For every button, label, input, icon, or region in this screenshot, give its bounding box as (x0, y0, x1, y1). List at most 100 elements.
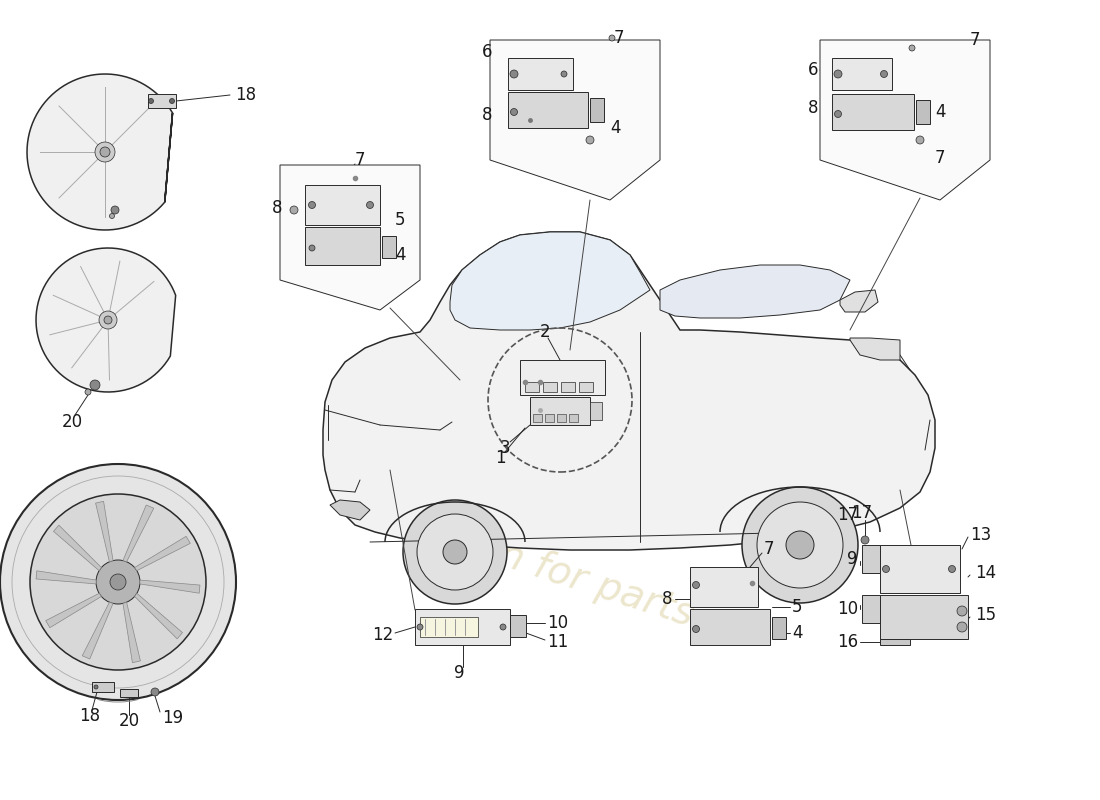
Polygon shape (36, 248, 176, 392)
FancyBboxPatch shape (832, 94, 914, 130)
FancyBboxPatch shape (520, 360, 605, 395)
Polygon shape (280, 165, 420, 310)
Circle shape (861, 536, 869, 544)
Circle shape (742, 487, 858, 603)
FancyBboxPatch shape (305, 185, 380, 225)
Text: 7: 7 (354, 151, 365, 169)
Circle shape (95, 142, 116, 162)
Circle shape (693, 582, 700, 589)
Polygon shape (123, 602, 141, 662)
Circle shape (443, 540, 468, 564)
FancyBboxPatch shape (530, 397, 590, 425)
Polygon shape (840, 290, 878, 312)
Text: 6: 6 (807, 61, 818, 79)
Text: 17: 17 (851, 504, 872, 522)
Circle shape (909, 45, 915, 51)
Text: 17: 17 (837, 506, 858, 524)
Circle shape (609, 35, 615, 41)
Circle shape (786, 531, 814, 559)
Text: 19: 19 (162, 709, 183, 727)
FancyBboxPatch shape (543, 382, 557, 392)
FancyBboxPatch shape (525, 382, 539, 392)
Circle shape (0, 464, 236, 700)
Polygon shape (123, 505, 154, 562)
Circle shape (500, 624, 506, 630)
Circle shape (916, 136, 924, 144)
Text: 7: 7 (935, 149, 946, 167)
Circle shape (94, 685, 98, 689)
Text: 8: 8 (661, 590, 672, 608)
FancyBboxPatch shape (690, 609, 770, 645)
FancyBboxPatch shape (557, 414, 566, 422)
Circle shape (104, 316, 112, 324)
Text: 6: 6 (482, 43, 492, 61)
Circle shape (957, 606, 967, 616)
Text: 4: 4 (610, 119, 620, 137)
Circle shape (148, 98, 154, 103)
Circle shape (308, 202, 316, 209)
Text: 7: 7 (764, 540, 774, 558)
Circle shape (880, 70, 888, 78)
Circle shape (957, 622, 967, 632)
Circle shape (90, 380, 100, 390)
Text: 15: 15 (975, 606, 997, 624)
Text: 8: 8 (272, 199, 282, 217)
Text: 7: 7 (969, 31, 980, 49)
FancyBboxPatch shape (590, 402, 602, 420)
Polygon shape (323, 232, 935, 550)
FancyBboxPatch shape (690, 567, 758, 607)
Circle shape (586, 136, 594, 144)
Text: 20: 20 (119, 712, 140, 730)
Circle shape (85, 389, 91, 395)
Circle shape (99, 311, 117, 329)
Circle shape (110, 574, 126, 590)
FancyBboxPatch shape (569, 414, 578, 422)
Circle shape (882, 566, 890, 573)
Polygon shape (28, 74, 173, 230)
Polygon shape (96, 502, 113, 562)
Text: 5: 5 (395, 211, 406, 229)
Text: 11: 11 (547, 633, 569, 651)
FancyBboxPatch shape (880, 595, 968, 639)
Text: 18: 18 (79, 707, 100, 725)
Circle shape (757, 502, 843, 588)
Text: 3: 3 (499, 439, 510, 457)
Polygon shape (54, 525, 101, 570)
Polygon shape (134, 536, 190, 570)
FancyBboxPatch shape (916, 100, 930, 124)
Text: 2: 2 (540, 323, 550, 341)
Text: 13: 13 (970, 526, 991, 544)
Circle shape (510, 109, 517, 115)
FancyBboxPatch shape (415, 609, 510, 645)
Circle shape (366, 202, 374, 209)
Circle shape (100, 147, 110, 157)
Text: 14: 14 (975, 564, 997, 582)
Text: 20: 20 (62, 413, 82, 431)
FancyBboxPatch shape (544, 414, 554, 422)
Circle shape (290, 206, 298, 214)
FancyBboxPatch shape (880, 639, 910, 645)
Circle shape (403, 500, 507, 604)
Circle shape (111, 206, 119, 214)
Text: 8: 8 (482, 106, 492, 124)
Circle shape (309, 245, 315, 251)
Polygon shape (46, 594, 101, 628)
Polygon shape (330, 500, 370, 520)
Circle shape (151, 688, 160, 696)
Text: 9: 9 (847, 550, 858, 568)
Polygon shape (490, 40, 660, 200)
Circle shape (96, 560, 140, 604)
Text: 9: 9 (453, 664, 464, 682)
Polygon shape (82, 602, 113, 659)
Text: 10: 10 (837, 600, 858, 618)
FancyBboxPatch shape (508, 92, 588, 128)
FancyBboxPatch shape (420, 617, 478, 637)
Polygon shape (820, 40, 990, 200)
FancyBboxPatch shape (508, 58, 573, 90)
Circle shape (417, 624, 424, 630)
Text: 4: 4 (395, 246, 406, 264)
FancyBboxPatch shape (92, 682, 114, 692)
Polygon shape (660, 265, 850, 318)
Circle shape (30, 494, 206, 670)
Polygon shape (850, 338, 900, 360)
